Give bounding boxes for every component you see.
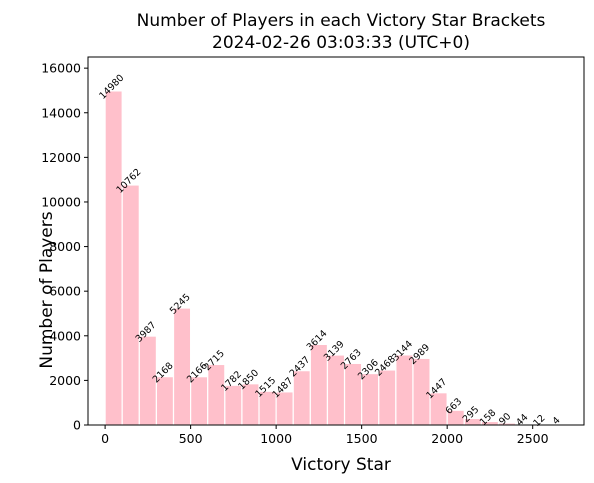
bar xyxy=(104,90,123,426)
y-tick-label: 14000 xyxy=(41,105,81,120)
chart-title: Number of Players in each Victory Star B… xyxy=(137,11,546,31)
y-tick-label: 16000 xyxy=(41,61,81,76)
y-tick-label: 10000 xyxy=(41,194,81,209)
x-tick-label: 2500 xyxy=(517,431,549,446)
bar xyxy=(172,307,192,426)
y-tick-label: 6000 xyxy=(49,284,81,299)
x-tick-label: 0 xyxy=(101,431,109,446)
y-tick-label: 8000 xyxy=(49,239,81,254)
bar xyxy=(207,363,226,426)
x-tick-label: 1000 xyxy=(260,431,292,446)
y-tick-label: 4000 xyxy=(49,328,81,343)
bar-value-label: 12 xyxy=(531,413,547,429)
y-tick-label: 0 xyxy=(73,418,81,433)
y-axis-label: Number of Players xyxy=(37,211,57,368)
y-tick-label: 12000 xyxy=(41,150,81,165)
x-tick-label: 2000 xyxy=(431,431,463,446)
plot-frame xyxy=(87,56,585,426)
y-tick-label: 2000 xyxy=(49,373,81,388)
bar-value-label: 44 xyxy=(514,412,530,428)
bar xyxy=(378,369,397,426)
y-axis: 0 2000 4000 6000 8000 10000 12000 14000 16000 xyxy=(41,61,88,433)
x-tick-label: 1500 xyxy=(346,431,378,446)
bars-group xyxy=(104,90,568,426)
bar xyxy=(121,184,140,426)
x-tick-label: 500 xyxy=(179,431,203,446)
bar xyxy=(395,354,414,426)
x-axis: 0 500 1000 1500 2000 2500 xyxy=(101,425,549,446)
chart-subtitle: 2024-02-26 03:03:33 (UTC+0) xyxy=(212,33,470,53)
x-axis-label: Victory Star xyxy=(291,455,391,475)
